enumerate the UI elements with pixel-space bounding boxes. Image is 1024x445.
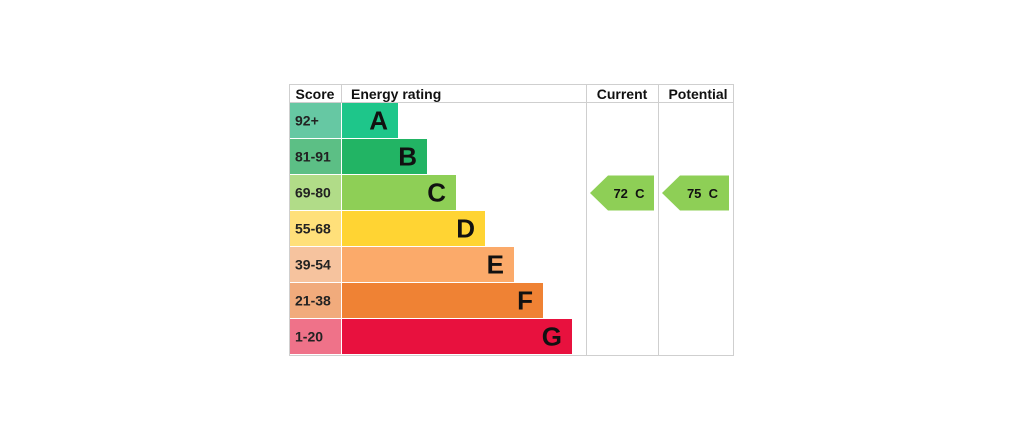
score-cell-a [290, 103, 341, 138]
rating-bands: 92+ A 81-91 B 69-80 C 55-68 D 39-54 E 21-38 F 1-20 G [290, 103, 572, 354]
score-header: Score [296, 86, 335, 102]
score-cell-b [290, 139, 341, 174]
potential-rating-label: 75 C [687, 186, 719, 201]
potential-rating-indicator: 75 C [662, 175, 729, 211]
score-range-d: 55-68 [295, 221, 331, 237]
band-bar-d [342, 211, 485, 246]
band-letter-c: C [427, 178, 446, 208]
band-bar-b [342, 139, 427, 174]
band-letter-a: A [369, 106, 388, 136]
potential-rating-arrow [662, 175, 729, 211]
band-bar-e [342, 247, 514, 282]
score-cell-d [290, 211, 341, 246]
band-bar-f [342, 283, 543, 318]
score-cell-f [290, 283, 341, 318]
potential-header: Potential [668, 86, 727, 102]
score-range-a: 92+ [295, 113, 319, 129]
band-letter-f: F [517, 286, 533, 316]
score-range-g: 1-20 [295, 329, 323, 345]
score-cell-g [290, 319, 341, 354]
score-range-e: 39-54 [295, 257, 331, 273]
current-rating-arrow [590, 175, 654, 211]
current-rating-label: 72 C [613, 186, 645, 201]
band-bar-a [342, 103, 398, 138]
band-letter-d: D [456, 214, 475, 244]
score-range-c: 69-80 [295, 185, 331, 201]
score-cell-e [290, 247, 341, 282]
band-letter-b: B [398, 142, 417, 172]
band-bar-g [342, 319, 572, 354]
band-bar-c [342, 175, 456, 210]
score-range-f: 21-38 [295, 293, 331, 309]
band-letter-e: E [487, 250, 504, 280]
band-letter-g: G [542, 322, 562, 352]
current-rating-indicator: 72 C [590, 175, 654, 211]
score-range-b: 81-91 [295, 149, 331, 165]
energy-rating-header: Energy rating [351, 86, 441, 102]
current-header: Current [597, 86, 648, 102]
score-cell-c [290, 175, 341, 210]
table-border [289, 84, 734, 356]
